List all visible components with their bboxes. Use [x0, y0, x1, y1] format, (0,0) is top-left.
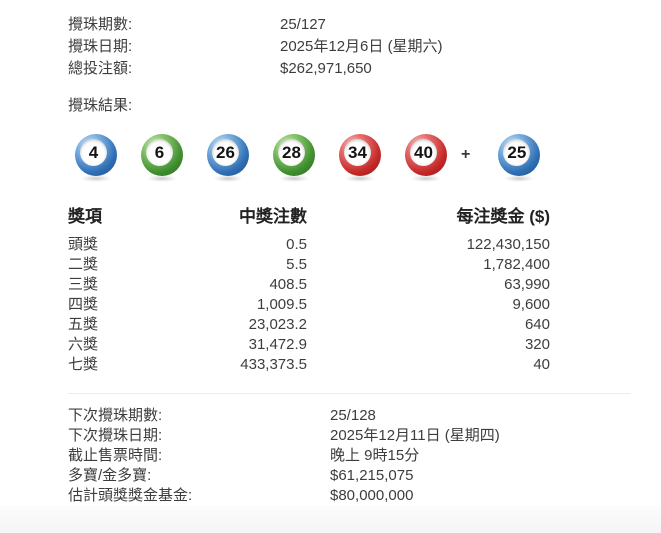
lottery-ball: 6: [141, 134, 183, 182]
header-winning-units: 中獎注數: [239, 207, 307, 226]
lottery-ball: 26: [207, 134, 249, 182]
prize-tier-cell: 頭獎: [68, 236, 99, 253]
info-label: 總投注額:: [68, 60, 133, 77]
lottery-ball: 28: [273, 134, 315, 182]
ball-number: 40: [410, 139, 437, 166]
prize-amount-cell: 40: [533, 356, 550, 373]
prize-amount-cell: 9,600: [512, 296, 550, 313]
draw-info-top: 攪珠期數: 25/127 攪珠日期: 2025年12月6日 (星期六) 總投注額…: [68, 14, 661, 80]
ball-number: 4: [80, 139, 107, 166]
prize-amount-cell: 122,430,150: [466, 236, 550, 253]
plus-sign: +: [461, 146, 471, 163]
prize-table-row: 六獎 31,472.9 320: [68, 335, 550, 355]
prize-table-row: 三獎 408.5 63,990: [68, 275, 550, 295]
extra-number-ball: 25: [498, 134, 541, 182]
info-row: 下次攪珠期數: 25/128: [68, 406, 631, 426]
prize-table-row: 四獎 1,009.5 9,600: [68, 295, 550, 315]
winning-units-cell: 1,009.5: [256, 296, 307, 313]
info-label: 下次攪珠期數:: [68, 407, 163, 424]
info-value: 2025年12月11日 (星期四): [330, 427, 500, 444]
prize-table-row: 頭獎 0.5 122,430,150: [68, 235, 550, 255]
prize-table-row: 七獎 433,373.5 40: [68, 355, 550, 375]
draw-results-page: 攪珠期數: 25/127 攪珠日期: 2025年12月6日 (星期六) 總投注額…: [68, 14, 661, 506]
info-row: 攪珠日期: 2025年12月6日 (星期六): [68, 36, 661, 58]
info-row: 估計頭獎獎金基金: $80,000,000: [68, 486, 631, 506]
prize-tier-cell: 六獎: [68, 336, 99, 353]
draw-result-label: 攪珠結果:: [68, 97, 133, 114]
ball-number: 28: [278, 139, 305, 166]
info-value: 晚上 9時15分: [330, 447, 420, 464]
info-label: 多寶/金多寶:: [68, 467, 152, 484]
winning-units-cell: 31,472.9: [248, 336, 307, 353]
lottery-ball: 40: [405, 134, 447, 182]
info-value: $262,971,650: [280, 60, 372, 77]
next-draw-info: 下次攪珠期數: 25/128 下次攪珠日期: 2025年12月11日 (星期四)…: [68, 393, 631, 506]
prize-amount-cell: 1,782,400: [483, 256, 550, 273]
ball-number: 6: [146, 139, 173, 166]
ball-number: 25: [503, 139, 531, 166]
info-label: 截止售票時間:: [68, 447, 163, 464]
header-prize-per-unit: 每注獎金 ($): [456, 207, 551, 226]
info-value: $61,215,075: [330, 467, 414, 484]
info-value: 25/127: [280, 16, 326, 33]
info-row: 多寶/金多寶: $61,215,075: [68, 466, 631, 486]
prize-amount-cell: 63,990: [504, 276, 550, 293]
prize-amount-cell: 640: [524, 316, 550, 333]
info-label: 攪珠期數:: [68, 16, 133, 33]
lottery-ball: 34: [339, 134, 381, 182]
page-background-strip: [0, 505, 661, 533]
winning-units-cell: 408.5: [269, 276, 307, 293]
header-prize-tier: 獎項: [68, 207, 102, 226]
winning-units-cell: 5.5: [286, 256, 307, 273]
info-value: $80,000,000: [330, 487, 414, 504]
prize-tier-cell: 三獎: [68, 276, 99, 293]
info-value: 2025年12月6日 (星期六): [280, 38, 443, 55]
winning-units-cell: 433,373.5: [240, 356, 307, 373]
drawn-balls-row: 4 6 26 28 34 40 + 25: [68, 130, 661, 182]
prize-table-header-row: 獎項 中獎注數 每注獎金 ($): [68, 206, 550, 235]
info-value: 25/128: [330, 407, 376, 424]
winning-units-cell: 0.5: [286, 236, 307, 253]
info-row: 下次攪珠日期: 2025年12月11日 (星期四): [68, 426, 631, 446]
prize-table-row: 五獎 23,023.2 640: [68, 315, 550, 335]
prize-tier-cell: 二獎: [68, 256, 99, 273]
prize-tier-cell: 四獎: [68, 296, 99, 313]
prize-amount-cell: 320: [524, 336, 550, 353]
info-label: 估計頭獎獎金基金:: [68, 487, 193, 504]
info-label: 攪珠日期:: [68, 38, 133, 55]
winning-units-cell: 23,023.2: [248, 316, 307, 333]
info-row: 總投注額: $262,971,650: [68, 58, 661, 80]
info-row: 攪珠期數: 25/127: [68, 14, 661, 36]
info-row: 截止售票時間: 晚上 9時15分: [68, 446, 631, 466]
ball-number: 26: [212, 139, 239, 166]
prize-table-row: 二獎 5.5 1,782,400: [68, 255, 550, 275]
info-label: 下次攪珠日期:: [68, 427, 163, 444]
lottery-ball: 4: [75, 134, 117, 182]
prize-table: 獎項 中獎注數 每注獎金 ($) 頭獎 0.5 122,430,150 二獎 5…: [68, 206, 550, 375]
prize-tier-cell: 七獎: [68, 356, 99, 373]
prize-tier-cell: 五獎: [68, 316, 99, 333]
ball-number: 34: [344, 139, 371, 166]
